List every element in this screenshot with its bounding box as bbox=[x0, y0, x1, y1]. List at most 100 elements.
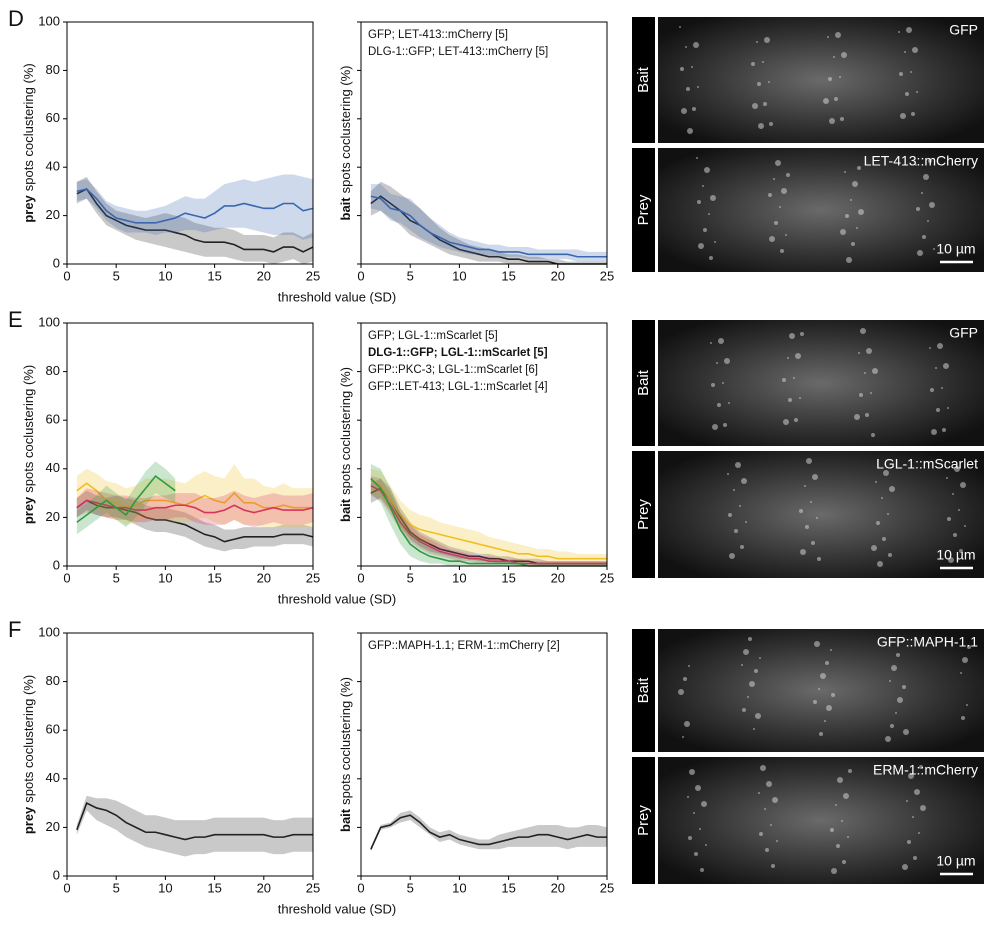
micrograph-spot bbox=[914, 789, 920, 795]
micrograph-spot bbox=[960, 482, 966, 488]
x-axis-label: threshold value (SD) bbox=[278, 901, 397, 916]
micrograph-spot bbox=[922, 235, 926, 239]
channel-label: LET-413::mCherry bbox=[864, 153, 978, 169]
micrograph-spot bbox=[843, 793, 849, 799]
micrograph-spot bbox=[695, 785, 701, 791]
micrograph-spot bbox=[811, 541, 815, 545]
micrograph-spot bbox=[794, 418, 798, 422]
micrograph-spot bbox=[710, 342, 712, 344]
micrograph-spot bbox=[960, 672, 962, 674]
micrograph-spot bbox=[770, 824, 772, 826]
y-tick-label: 60 bbox=[46, 110, 60, 125]
micrograph-spot bbox=[916, 207, 920, 211]
micrograph-spot bbox=[817, 557, 821, 561]
micrograph-spot bbox=[896, 653, 900, 657]
micrograph-spot bbox=[933, 248, 935, 250]
micrograph-spot bbox=[769, 236, 775, 242]
micrograph-spot bbox=[907, 840, 911, 844]
micrograph-spot bbox=[787, 357, 789, 359]
micrograph-spot bbox=[854, 414, 860, 420]
micrograph-spot bbox=[865, 413, 869, 417]
x-tick-label: 10 bbox=[452, 268, 466, 283]
micrograph-spot bbox=[903, 729, 909, 735]
micrograph-spot bbox=[887, 513, 889, 515]
micrograph-spot bbox=[716, 362, 718, 364]
micrograph-spot bbox=[820, 673, 826, 679]
micrograph bbox=[658, 148, 984, 272]
micrograph-spot bbox=[717, 403, 721, 407]
micrograph-spot bbox=[701, 801, 707, 807]
micrograph-spot bbox=[712, 424, 718, 430]
micrograph-spot bbox=[729, 553, 735, 559]
scale-bar-label: 10 µm bbox=[936, 241, 975, 257]
y-tick-label: 80 bbox=[46, 62, 60, 77]
micrograph-spot bbox=[756, 41, 758, 43]
x-tick-label: 5 bbox=[407, 268, 414, 283]
micrograph-spot bbox=[913, 856, 917, 860]
x-tick-label: 25 bbox=[306, 570, 320, 585]
micrograph-spot bbox=[816, 517, 818, 519]
y-axis-label-bold: prey bbox=[21, 806, 36, 834]
micrograph-spot bbox=[741, 478, 747, 484]
micrograph-spot bbox=[793, 377, 795, 379]
error-band bbox=[76, 463, 313, 528]
micrograph-spot bbox=[773, 178, 775, 180]
micrograph-spot bbox=[810, 501, 812, 503]
micrograph-spot bbox=[681, 108, 687, 114]
micrograph-spot bbox=[757, 82, 761, 86]
micrograph-spot bbox=[900, 113, 906, 119]
micrograph-spot bbox=[799, 509, 803, 513]
micrograph-spot bbox=[857, 166, 861, 170]
micrograph-spot bbox=[691, 66, 693, 68]
micrograph-spot bbox=[806, 458, 812, 464]
micrograph-spot bbox=[923, 174, 929, 180]
micrograph-spot bbox=[696, 157, 698, 159]
micrograph-spot bbox=[824, 720, 826, 722]
micrograph-spot bbox=[831, 868, 837, 874]
micrograph-spot bbox=[734, 529, 738, 533]
y-axis-label: bait spots coclustering (%) bbox=[338, 367, 353, 522]
error-band bbox=[370, 184, 607, 262]
error-band bbox=[370, 468, 607, 564]
image-side-bar bbox=[632, 451, 655, 578]
micrograph-spot bbox=[948, 557, 954, 563]
data-line bbox=[370, 480, 607, 560]
y-axis-label-bold: bait bbox=[338, 197, 353, 221]
y-tick-label: 40 bbox=[46, 460, 60, 475]
micrograph-spot bbox=[858, 352, 860, 354]
micrograph-spot bbox=[723, 423, 727, 427]
micrograph-spot bbox=[962, 657, 968, 663]
micrograph-spot bbox=[831, 693, 835, 697]
micrograph-spot bbox=[733, 489, 735, 491]
x-tick-label: 10 bbox=[452, 880, 466, 895]
micrograph-spot bbox=[748, 637, 752, 641]
y-axis-label: bait spots coclustering (%) bbox=[338, 65, 353, 220]
micrograph-spot bbox=[883, 470, 889, 476]
channel-label: GFP bbox=[949, 22, 978, 38]
micrograph-spot bbox=[834, 97, 838, 101]
micrograph-spot bbox=[819, 732, 823, 736]
micrograph-spot bbox=[889, 486, 895, 492]
plot-frame bbox=[360, 322, 608, 567]
micrograph-spot bbox=[683, 677, 687, 681]
micrograph-spot bbox=[937, 343, 943, 349]
micrograph-spot bbox=[827, 36, 829, 38]
micrograph-spot bbox=[961, 716, 965, 720]
micrograph-spot bbox=[910, 71, 912, 73]
micrograph-spot bbox=[758, 792, 760, 794]
error-band bbox=[370, 476, 607, 566]
y-axis-label-bold: prey bbox=[21, 496, 36, 524]
micrograph-spot bbox=[765, 848, 769, 852]
micrograph-spot bbox=[851, 242, 855, 246]
micrograph-spot bbox=[943, 363, 949, 369]
micrograph-spot bbox=[818, 688, 820, 690]
data-line bbox=[76, 188, 314, 224]
micrograph-spot bbox=[769, 122, 773, 126]
x-tick-label: 20 bbox=[551, 268, 565, 283]
micrograph-spot bbox=[747, 696, 749, 698]
y-tick-label: 100 bbox=[38, 624, 60, 639]
micrograph-spot bbox=[906, 800, 908, 802]
x-tick-label: 5 bbox=[113, 268, 120, 283]
micrograph-spot bbox=[766, 781, 772, 787]
